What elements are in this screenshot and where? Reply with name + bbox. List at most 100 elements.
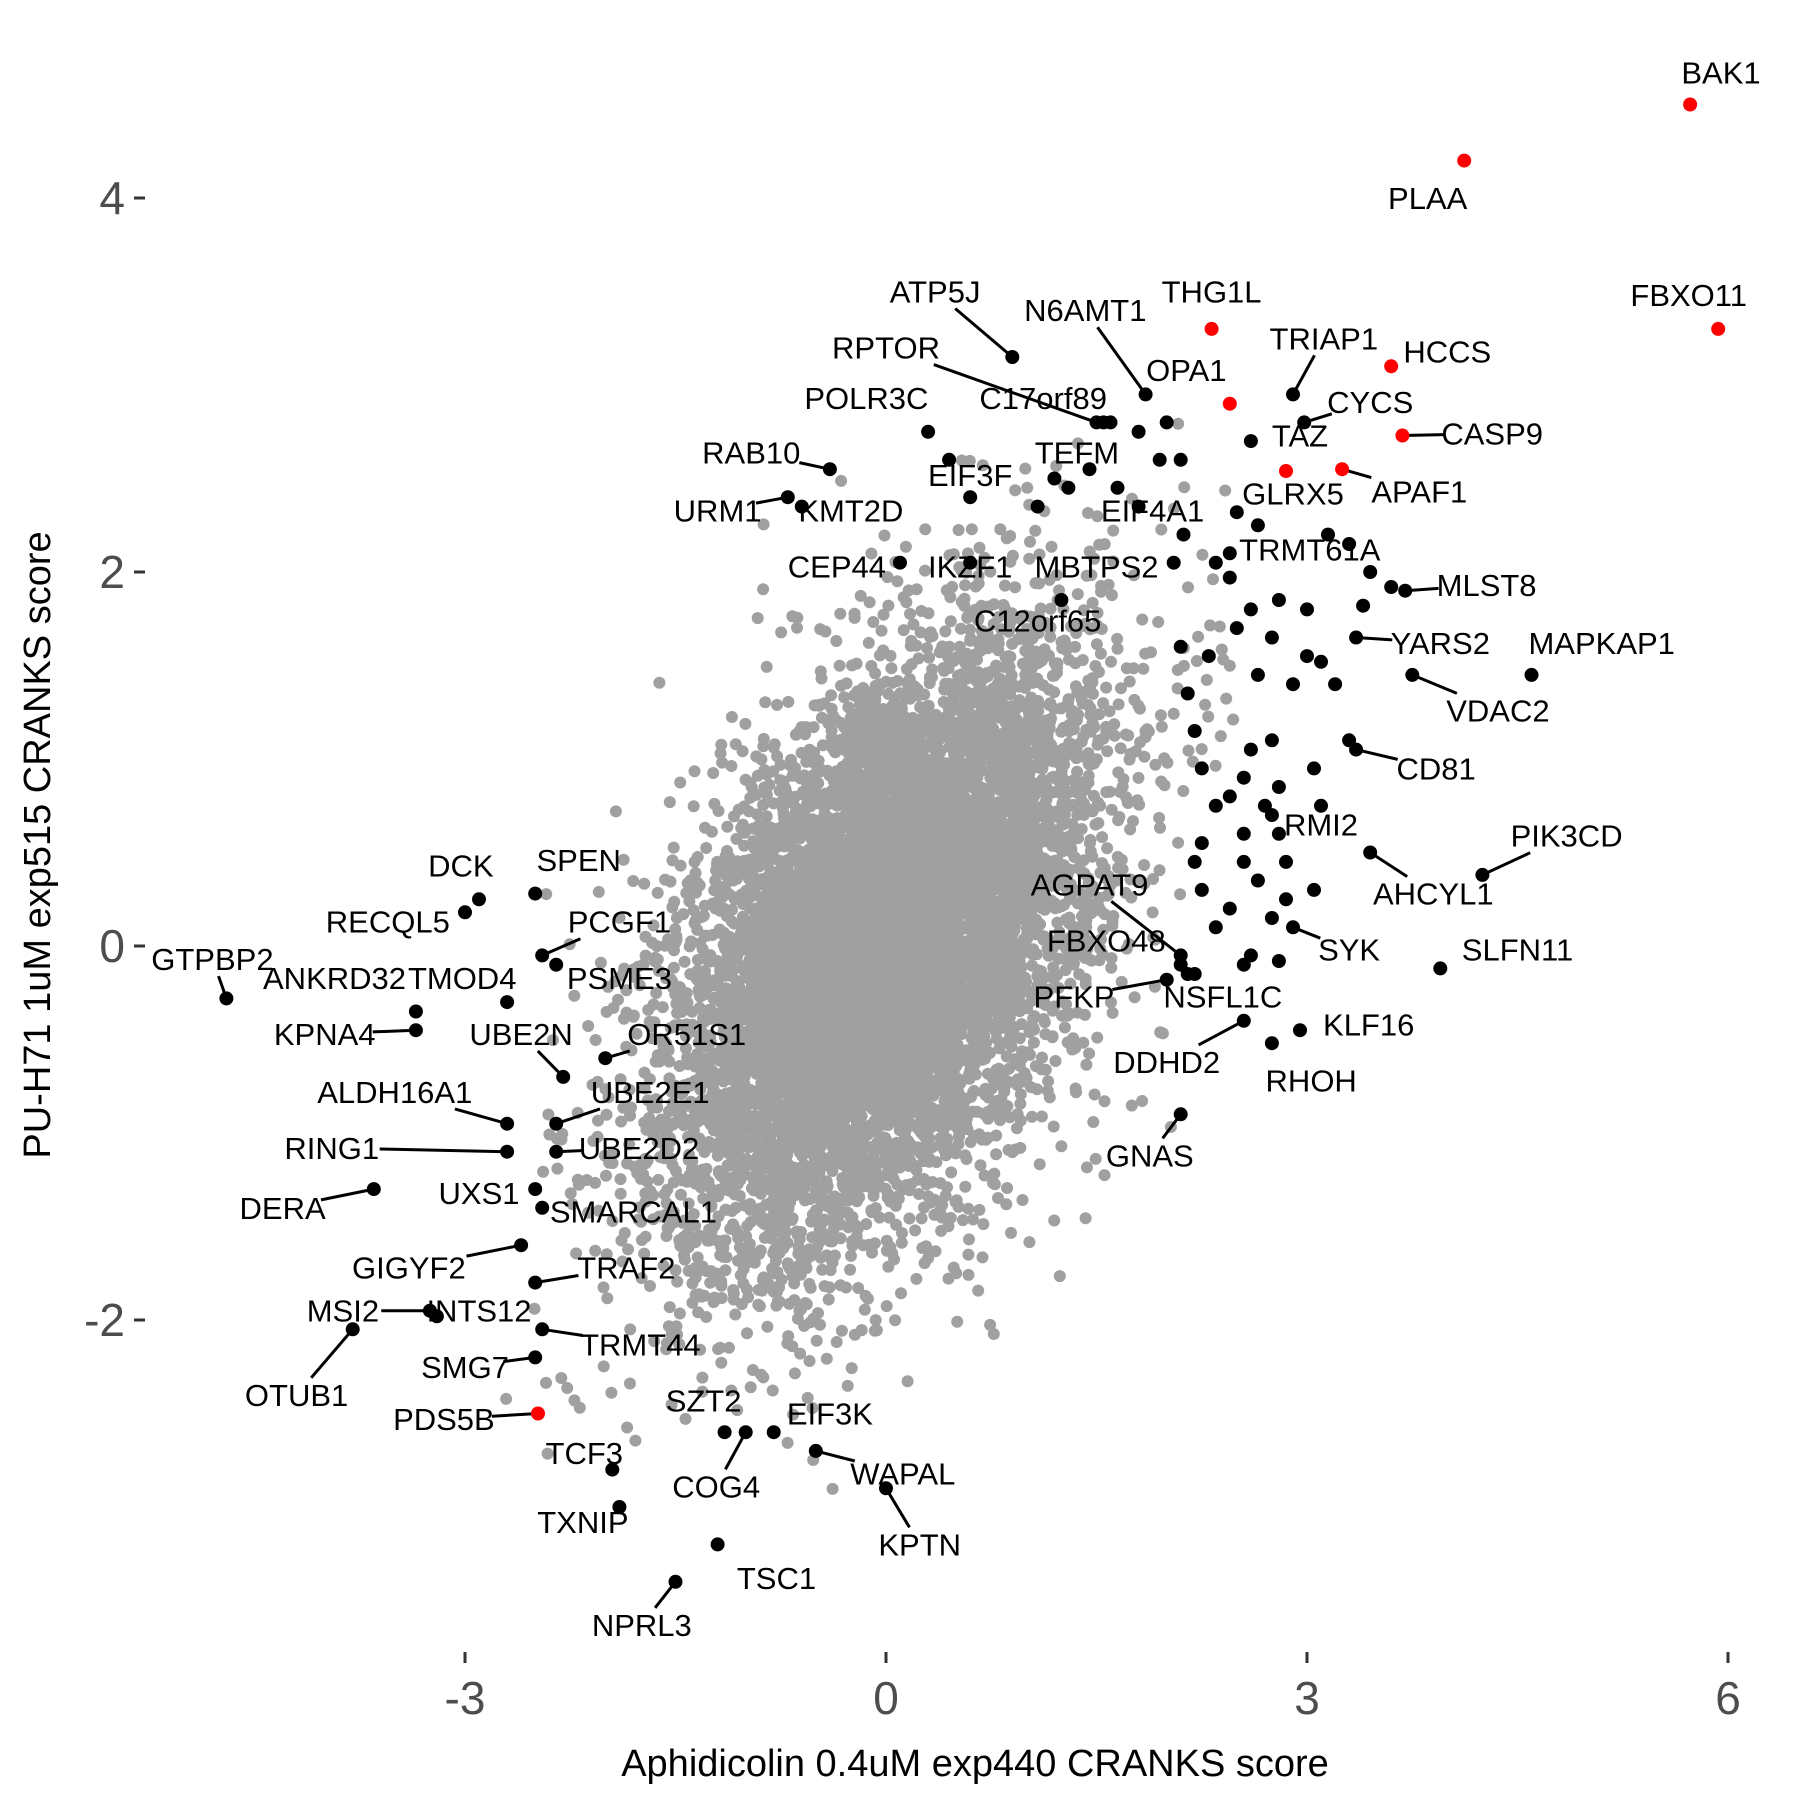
grey-point <box>1021 481 1034 494</box>
grey-point <box>620 984 633 997</box>
grey-point <box>950 1194 963 1207</box>
grey-point <box>1036 1051 1048 1064</box>
grey-point <box>994 523 1007 536</box>
grey-point <box>962 1248 975 1261</box>
grey-point <box>1101 842 1114 855</box>
grey-point <box>1154 821 1166 834</box>
grey-point <box>976 1251 989 1264</box>
grey-point <box>542 1108 555 1121</box>
grey-point <box>901 1375 914 1388</box>
grey-point <box>1124 873 1137 886</box>
grey-point <box>694 1083 707 1096</box>
grey-point <box>1043 1091 1056 1104</box>
grey-point <box>678 955 691 968</box>
grey-point <box>1133 702 1146 715</box>
grey-point <box>902 584 915 597</box>
grey-point <box>1053 926 1066 938</box>
grey-point <box>1223 659 1236 672</box>
grey-point <box>1082 507 1094 519</box>
grey-point <box>869 1314 882 1327</box>
grey-point <box>759 696 772 709</box>
grey-point <box>601 1292 614 1305</box>
grey-point <box>671 1275 684 1288</box>
grey-point <box>1190 655 1203 667</box>
grey-point <box>946 580 959 593</box>
grey-point <box>1019 462 1032 475</box>
grey-point <box>867 616 880 628</box>
grey-point <box>897 624 910 637</box>
grey-point <box>782 695 795 708</box>
grey-point <box>903 1212 916 1225</box>
grey-point <box>1172 836 1185 849</box>
grey-point <box>715 738 728 751</box>
grey-point <box>895 1236 908 1249</box>
grey-point <box>723 1341 735 1354</box>
grey-point <box>715 1356 728 1369</box>
grey-point <box>654 1151 667 1163</box>
grey-point <box>1200 673 1213 686</box>
grey-point <box>1080 1058 1093 1071</box>
grey-point <box>953 640 966 653</box>
grey-point <box>664 875 677 888</box>
grey-point <box>744 1381 757 1394</box>
grey-point <box>600 1108 613 1121</box>
grey-point <box>748 1256 761 1269</box>
grey-point <box>951 1315 964 1328</box>
grey-point <box>803 1277 816 1290</box>
grey-point <box>923 677 936 690</box>
grey-point <box>952 524 965 536</box>
grey-point <box>858 1303 871 1316</box>
grey-point <box>882 1260 895 1273</box>
grey-point <box>835 679 847 692</box>
grey-point <box>667 841 680 854</box>
grey-point <box>1092 817 1105 830</box>
grey-point <box>621 1421 634 1434</box>
grey-point <box>551 1162 564 1175</box>
grey-point <box>622 1243 634 1256</box>
grey-point <box>935 1224 948 1237</box>
grey-point <box>818 1213 831 1226</box>
grey-point <box>674 1188 687 1201</box>
grey-point <box>885 662 898 675</box>
grey-point <box>895 1287 907 1300</box>
grey-point <box>1153 864 1166 877</box>
grey-point <box>854 589 867 602</box>
grey-point <box>944 615 957 628</box>
grey-point <box>814 1318 826 1331</box>
grey-point <box>721 820 734 833</box>
grey-point <box>889 1314 902 1327</box>
grey-point <box>729 1308 742 1321</box>
grey-point <box>960 668 973 681</box>
grey-point <box>771 698 783 711</box>
grey-point <box>541 1447 554 1460</box>
grey-point <box>1103 785 1116 798</box>
grey-point <box>788 1367 801 1380</box>
grey-point <box>689 867 702 879</box>
grey-point <box>1138 859 1151 871</box>
grey-point <box>717 1250 730 1263</box>
grey-point <box>616 1255 629 1268</box>
grey-point <box>738 839 751 852</box>
grey-point <box>1182 744 1195 757</box>
grey-point <box>1115 853 1128 866</box>
grey-point <box>954 622 967 635</box>
grey-point <box>987 1328 1000 1340</box>
grey-point <box>912 652 925 665</box>
grey-point <box>744 791 757 804</box>
grey-point <box>900 663 913 675</box>
grey-point <box>949 1147 962 1160</box>
grey-point <box>500 1392 513 1405</box>
grey-point <box>615 1234 628 1247</box>
grey-point <box>758 1231 771 1244</box>
grey-point <box>1069 1082 1082 1095</box>
grey-point <box>663 1301 676 1314</box>
grey-point <box>600 1169 612 1182</box>
grey-point <box>614 1173 627 1186</box>
grey-point <box>1124 823 1137 836</box>
grey-point <box>972 1284 985 1297</box>
grey-point <box>589 1034 602 1046</box>
grey-point <box>667 961 680 974</box>
grey-point <box>761 1320 774 1333</box>
grey-point <box>1182 581 1194 594</box>
grey-point <box>1089 1152 1102 1165</box>
